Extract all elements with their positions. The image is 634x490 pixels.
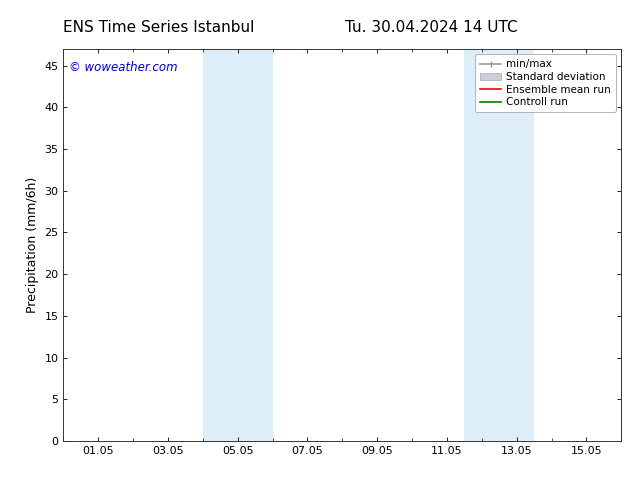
Text: Tu. 30.04.2024 14 UTC: Tu. 30.04.2024 14 UTC — [345, 20, 517, 35]
Legend: min/max, Standard deviation, Ensemble mean run, Controll run: min/max, Standard deviation, Ensemble me… — [475, 54, 616, 112]
Text: ENS Time Series Istanbul: ENS Time Series Istanbul — [63, 20, 254, 35]
Bar — [464, 49, 534, 441]
Text: © woweather.com: © woweather.com — [69, 61, 178, 74]
Y-axis label: Precipitation (mm/6h): Precipitation (mm/6h) — [26, 177, 39, 313]
Bar — [203, 49, 273, 441]
